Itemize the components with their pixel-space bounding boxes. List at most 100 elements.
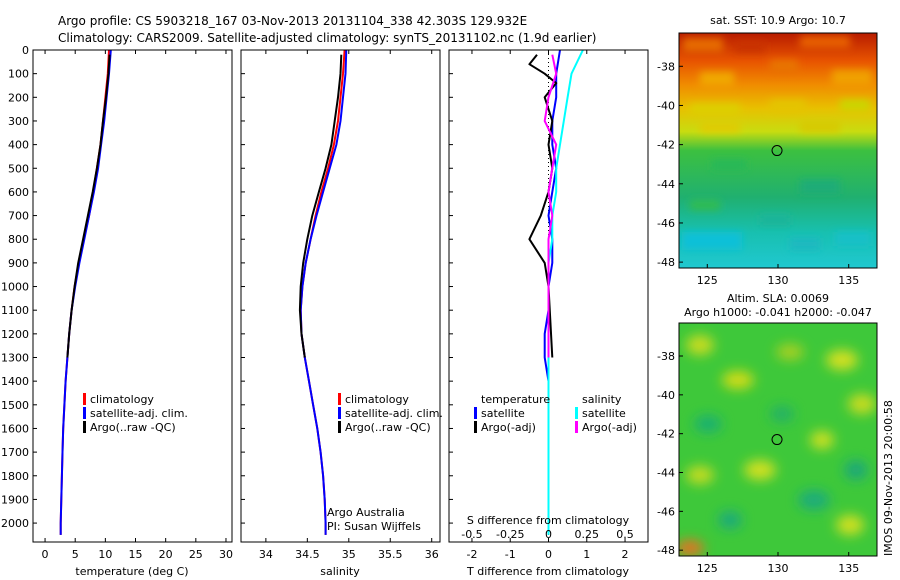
difference-legend: temperature satellite Argo(-adj) salinit… bbox=[474, 393, 637, 434]
lat-tick-label: -40 bbox=[657, 99, 675, 112]
x-tick-label: 2 bbox=[622, 548, 629, 561]
y-tick-label: 2000 bbox=[1, 517, 29, 530]
lat-tick-label: -42 bbox=[657, 428, 675, 441]
lon-tick-label: 130 bbox=[768, 274, 789, 287]
x-tick-label: 1 bbox=[583, 548, 590, 561]
temperature-panel: 0100200300400500600700800900100011001200… bbox=[1, 44, 233, 578]
salinity-xlabel: salinity bbox=[320, 565, 360, 578]
s-diff-tick-label: -0.5 bbox=[461, 528, 482, 541]
legend-satellite: satellite-adj. clim. bbox=[90, 407, 188, 420]
annotation-pi: PI: Susan Wijffels bbox=[327, 520, 421, 533]
x-tick-label: 15 bbox=[129, 548, 143, 561]
legend-argo: Argo(..raw -QC) bbox=[90, 421, 176, 434]
temperature-profile-series-argo bbox=[66, 54, 111, 358]
y-tick-label: 1400 bbox=[1, 375, 29, 388]
sla-latitude-axis: -38 -40 -42 -44 -46 -48 bbox=[657, 350, 683, 557]
y-tick-label: 100 bbox=[8, 68, 29, 81]
legend-climatology: climatology bbox=[90, 393, 154, 406]
temperature-axis: 0 5 10 15 20 25 30 bbox=[42, 50, 233, 561]
salinity-plot-area bbox=[298, 49, 348, 535]
sla-map-title: Altim. SLA: 0.0069 bbox=[727, 292, 829, 305]
x-tick-label: 25 bbox=[189, 548, 203, 561]
legend-swatch-temp-argo bbox=[474, 421, 477, 433]
legend-temp-argo: Argo(-adj) bbox=[481, 421, 536, 434]
sst-latitude-axis: -38 -40 -42 -44 -46 -48 bbox=[657, 60, 683, 269]
y-tick-label: 700 bbox=[8, 210, 29, 223]
legend-swatch-argo bbox=[338, 421, 341, 433]
y-tick-label: 900 bbox=[8, 257, 29, 270]
temperature-xlabel: temperature (deg C) bbox=[75, 565, 188, 578]
difference-profile-series-temperature-argo bbox=[528, 54, 558, 358]
lon-tick-label: 125 bbox=[697, 562, 718, 575]
salinity-plot-frame bbox=[240, 49, 441, 543]
y-tick-label: 1200 bbox=[1, 328, 29, 341]
legend-temp-satellite: satellite bbox=[481, 407, 525, 420]
legend-salinity-heading: salinity bbox=[582, 393, 622, 406]
s-difference-axis: -0.5 -0.25 0 0.25 0.5 bbox=[461, 528, 634, 541]
legend-swatch-satellite bbox=[83, 407, 86, 419]
s-diff-tick-label: 0.25 bbox=[575, 528, 600, 541]
lat-tick-label: -40 bbox=[657, 389, 675, 402]
sla-argo-location-marker bbox=[771, 434, 783, 446]
legend-climatology: climatology bbox=[345, 393, 409, 406]
x-tick-label: 0 bbox=[42, 548, 49, 561]
salinity-profile-series-argo bbox=[298, 54, 343, 358]
y-tick-label: 1300 bbox=[1, 352, 29, 365]
sla-map-panel: Altim. SLA: 0.0069 Argo h1000: -0.041 h2… bbox=[657, 292, 878, 575]
y-tick-label: 400 bbox=[8, 139, 29, 152]
y-tick-label: 0 bbox=[22, 44, 29, 57]
lat-tick-label: -48 bbox=[657, 256, 675, 269]
temperature-plot-area bbox=[59, 49, 112, 535]
legend-swatch-satellite bbox=[338, 407, 341, 419]
sst-map-panel: sat. SST: 10.9 Argo: 10.7 bbox=[657, 14, 878, 287]
x-tick-label: 36 bbox=[425, 548, 439, 561]
depth-axis: 0 100 200 300 400 500 600 700 800 900 1000 1100 1200… bbox=[1, 44, 37, 530]
lat-tick-label: -44 bbox=[657, 178, 675, 191]
lat-tick-label: -46 bbox=[657, 505, 675, 518]
x-tick-label: 10 bbox=[98, 548, 112, 561]
legend-swatch-argo bbox=[83, 421, 86, 433]
x-tick-label: 34.5 bbox=[295, 548, 320, 561]
legend-satellite: satellite-adj. clim. bbox=[345, 407, 443, 420]
y-tick-label: 300 bbox=[8, 115, 29, 128]
x-tick-label: 30 bbox=[219, 548, 233, 561]
difference-plot-area bbox=[528, 49, 584, 542]
legend-sal-argo: Argo(-adj) bbox=[582, 421, 637, 434]
legend-swatch-sal-satellite bbox=[575, 407, 578, 419]
x-tick-label: 0 bbox=[545, 548, 552, 561]
lon-tick-label: 135 bbox=[838, 274, 859, 287]
s-diff-tick-label: 0.5 bbox=[616, 528, 634, 541]
y-tick-label: 600 bbox=[8, 186, 29, 199]
annotation-argo-australia: Argo Australia bbox=[327, 506, 405, 519]
y-tick-label: 800 bbox=[8, 233, 29, 246]
x-tick-label: 5 bbox=[72, 548, 79, 561]
y-tick-label: 200 bbox=[8, 91, 29, 104]
temperature-profile-series-climatology bbox=[59, 49, 110, 535]
lon-tick-label: 135 bbox=[838, 562, 859, 575]
lat-tick-label: -42 bbox=[657, 139, 675, 152]
legend-sal-satellite: satellite bbox=[582, 407, 626, 420]
x-tick-label: 35.5 bbox=[378, 548, 403, 561]
s-diff-tick-label: 0 bbox=[545, 528, 552, 541]
legend-swatch-temp-satellite bbox=[474, 407, 477, 419]
x-tick-label: -2 bbox=[466, 548, 477, 561]
legend-argo: Argo(..raw -QC) bbox=[345, 421, 431, 434]
difference-panel: -2 -1 0 1 2 -0.5 -0.25 0 0.25 0.5 S difference f… bbox=[448, 49, 649, 578]
legend-temperature-heading: temperature bbox=[481, 393, 550, 406]
t-difference-axis: -2 -1 0 1 2 bbox=[449, 49, 629, 561]
sla-map-subtitle: Argo h1000: -0.041 h2000: -0.047 bbox=[684, 306, 872, 319]
sst-argo-location-marker bbox=[771, 145, 783, 157]
difference-profile-series-salinity-satellite bbox=[547, 49, 584, 535]
salinity-axis: 34 34.5 35 35.5 36 bbox=[241, 49, 439, 561]
lat-tick-label: -46 bbox=[657, 217, 675, 230]
y-tick-label: 1500 bbox=[1, 399, 29, 412]
header-title-line2: Climatology: CARS2009. Satellite-adjuste… bbox=[58, 31, 596, 45]
y-tick-label: 1700 bbox=[1, 446, 29, 459]
temperature-plot-frame bbox=[32, 49, 233, 543]
salinity-profile-series-satellite bbox=[299, 49, 348, 535]
y-tick-label: 1000 bbox=[1, 281, 29, 294]
lat-tick-label: -38 bbox=[657, 350, 675, 363]
y-tick-label: 1100 bbox=[1, 304, 29, 317]
legend-swatch-sal-argo bbox=[575, 421, 578, 433]
